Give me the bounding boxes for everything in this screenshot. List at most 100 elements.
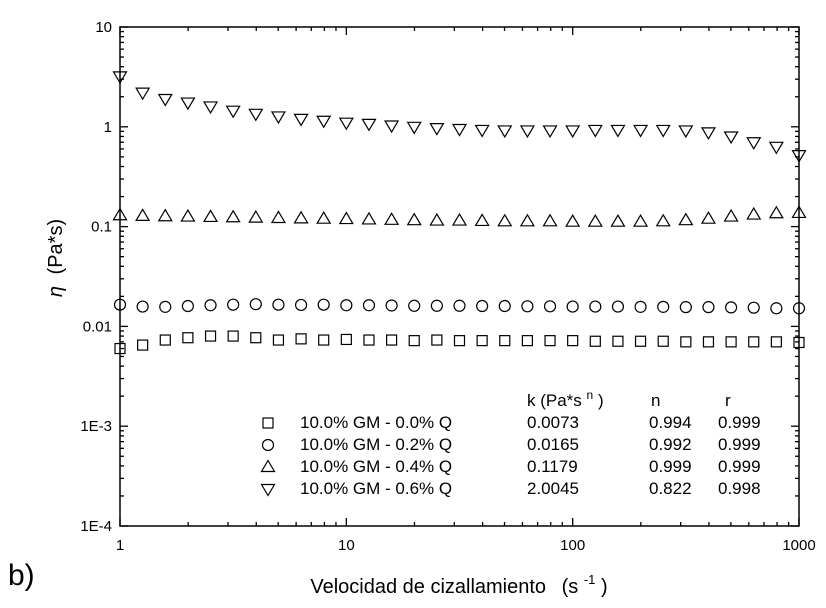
legend-header-k-text: k (Pa*s — [527, 391, 582, 410]
data-point-triangle-down — [248, 108, 264, 122]
data-point-triangle-up — [542, 213, 558, 227]
panel-label: b) — [8, 559, 35, 592]
x-tick-label: 100 — [560, 537, 585, 554]
data-point-square — [770, 336, 782, 348]
x-tick-label: 1000 — [782, 537, 815, 554]
data-point-circle — [249, 298, 262, 311]
data-point-triangle-down — [655, 124, 671, 138]
x-tick-label: 10 — [338, 537, 355, 554]
data-point-circle — [408, 299, 421, 312]
data-point-circle — [543, 300, 557, 313]
data-point-triangle-down — [746, 137, 762, 150]
data-point-square — [431, 334, 443, 346]
data-point-circle — [521, 300, 534, 313]
data-point-circle — [430, 299, 443, 312]
data-point-circle — [385, 299, 398, 312]
data-point-triangle-down — [587, 124, 603, 138]
y-axis-unit: (Pa*s) — [45, 219, 67, 275]
legend-k-value: 2.0045 — [527, 479, 579, 498]
data-point-square — [499, 335, 511, 347]
data-point-circle — [566, 300, 579, 313]
data-point-square — [521, 335, 534, 347]
data-point-triangle-down — [180, 97, 196, 111]
data-point-triangle-up — [497, 213, 513, 227]
data-point-triangle-down — [474, 124, 490, 138]
data-point-triangle-up — [225, 209, 241, 223]
data-point-triangle-down — [565, 125, 581, 139]
data-point-square — [702, 336, 715, 348]
data-point-triangle-up — [519, 213, 535, 227]
data-point-triangle-down — [202, 101, 219, 115]
data-point-square — [363, 334, 375, 346]
legend-header-n: n — [651, 391, 660, 410]
legend-r-value: 0.998 — [718, 479, 761, 498]
data-point-triangle-down — [384, 120, 400, 134]
y-tick-label: 1E-4 — [80, 518, 112, 535]
data-point-triangle-down — [542, 125, 558, 139]
data-point-triangle-down — [270, 111, 286, 125]
x-tick-label: 1 — [116, 537, 124, 554]
data-point-triangle-down — [497, 125, 513, 139]
data-point-square — [408, 335, 420, 347]
series-square — [114, 330, 805, 355]
data-point-square — [725, 336, 737, 348]
data-point-circle — [589, 300, 602, 313]
data-point-square — [386, 334, 398, 346]
data-point-triangle-up — [633, 214, 649, 227]
x-axis-unit: (s — [562, 576, 579, 598]
data-point-circle — [136, 300, 149, 313]
data-point-triangle-up — [202, 209, 219, 223]
data-point-circle — [725, 301, 738, 314]
data-point-circle — [498, 299, 511, 313]
data-point-square — [295, 333, 307, 345]
data-point-square — [250, 332, 262, 344]
data-point-square — [227, 330, 239, 342]
data-point-triangle-down — [135, 87, 151, 101]
data-point-triangle-down — [768, 141, 784, 155]
y-tick-label: 1 — [104, 119, 112, 136]
data-markers — [112, 71, 807, 355]
plot-frame — [119, 26, 800, 527]
series-triangle-up — [112, 205, 807, 227]
data-point-triangle-up — [135, 208, 151, 222]
data-point-square — [272, 334, 285, 346]
data-point-square — [137, 339, 149, 351]
legend-row: 10.0% GM - 0.2% Q 0.0165 0.992 0.999 — [261, 435, 761, 454]
data-point-circle — [679, 301, 692, 314]
data-point-circle — [362, 299, 376, 312]
data-point-triangle-down — [723, 131, 739, 145]
data-point-triangle-down — [633, 124, 649, 138]
legend-series-name: 10.0% GM - 0.4% Q — [300, 457, 452, 476]
legend-row: 10.0% GM - 0.6% Q 2.0045 0.822 0.998 — [260, 479, 761, 498]
data-point-circle — [634, 300, 647, 313]
data-point-triangle-up — [429, 212, 445, 226]
data-point-circle — [181, 299, 194, 313]
data-point-triangle-up — [746, 206, 762, 220]
legend-marker-triangle-down — [260, 483, 276, 497]
data-point-triangle-down — [316, 115, 332, 129]
y-tick-label: 10 — [95, 19, 112, 36]
data-point-square — [748, 336, 760, 348]
legend-rows: 10.0% GM - 0.0% Q 0.0073 0.994 0.999 10.0% G… — [260, 413, 761, 498]
series-circle — [113, 298, 806, 315]
y-axis-title: η (Pa*s) — [45, 219, 67, 297]
legend-n-value: 0.992 — [649, 435, 692, 454]
data-point-triangle-up — [270, 210, 286, 224]
data-point-triangle-down — [293, 113, 309, 127]
data-point-triangle-up — [338, 211, 354, 225]
data-point-triangle-up — [384, 212, 400, 225]
data-point-triangle-up — [293, 210, 309, 224]
data-point-square — [680, 336, 692, 348]
axis-ticks — [119, 26, 800, 527]
data-point-triangle-up — [678, 212, 694, 226]
data-point-triangle-up — [157, 208, 173, 222]
legend: k (Pa*s n ) n r 10.0% GM - 0.0% Q 0.0073 0… — [260, 388, 761, 498]
data-point-square — [204, 330, 217, 342]
legend-row: 10.0% GM - 0.0% Q 0.0073 0.994 0.999 — [262, 413, 761, 432]
x-axis-label: Velocidad de cizallamiento — [310, 576, 546, 598]
legend-n-value: 0.999 — [649, 457, 692, 476]
data-point-triangle-up — [406, 212, 422, 226]
data-point-circle — [657, 300, 670, 313]
y-tick-label: 0.1 — [91, 219, 112, 236]
data-point-triangle-up — [474, 213, 490, 227]
